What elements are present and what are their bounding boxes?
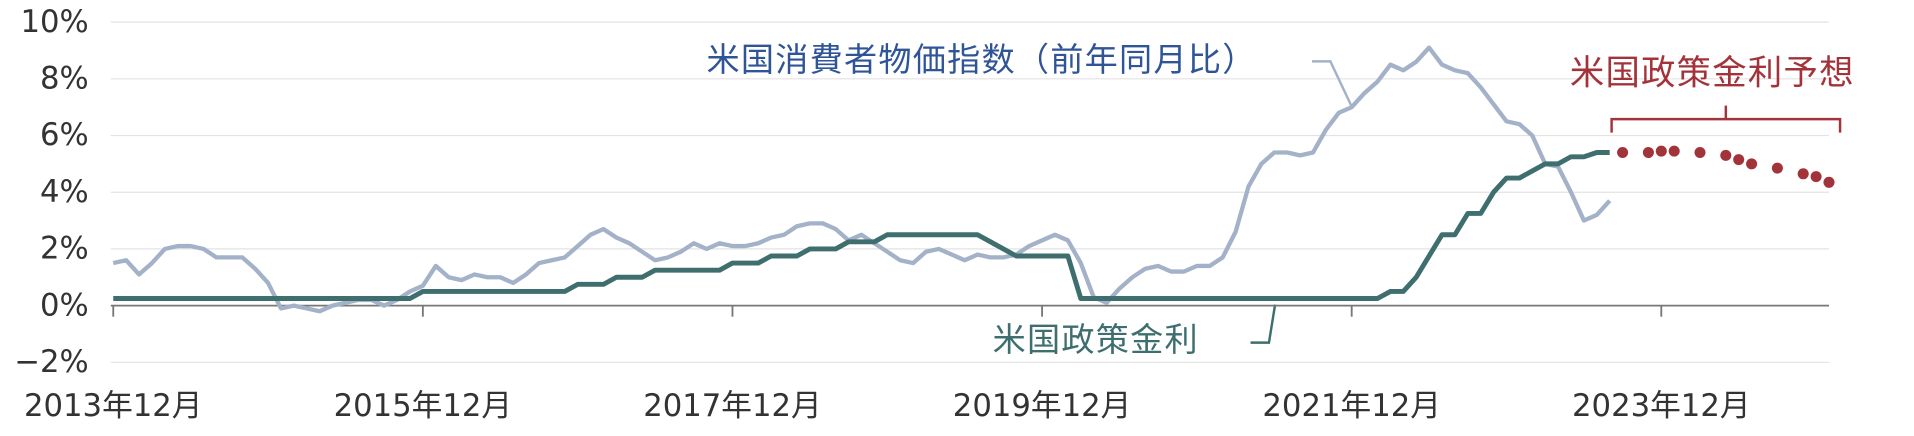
forecast-dot: [1720, 149, 1732, 161]
x-tick-label: 2019年12月: [953, 389, 1132, 424]
forecast-dot: [1771, 162, 1783, 174]
annotation: 米国政策金利: [993, 320, 1199, 359]
x-tick-label: 2017年12月: [643, 389, 822, 424]
y-tick-label: 4%: [40, 175, 89, 210]
series-line: [113, 150, 1610, 301]
series-line: [112, 45, 1612, 314]
annotation: 米国消費者物価指数（前年同月比）: [706, 40, 1256, 79]
y-tick-label: 0%: [40, 288, 89, 323]
y-tick-label: 10%: [20, 5, 88, 40]
y-tick-label: 6%: [40, 118, 89, 153]
y-tick-label: 8%: [40, 62, 89, 97]
forecast-dot: [1797, 168, 1809, 180]
forecast-dot: [1617, 146, 1629, 159]
leader-line: [1250, 304, 1277, 344]
forecast-dot: [1746, 158, 1758, 170]
leader-line: [1311, 60, 1353, 107]
forecast-dot: [1733, 154, 1745, 166]
x-tick-label: 2013年12月: [24, 389, 203, 424]
x-tick-label: 2015年12月: [334, 389, 513, 424]
forecast-dot: [1668, 145, 1680, 157]
annotation: 米国政策金利予想: [1570, 53, 1855, 93]
y-tick-label: −2%: [14, 345, 88, 380]
y-tick-label: 2%: [40, 232, 89, 267]
forecast-dot: [1823, 176, 1835, 188]
x-tick-label: 2021年12月: [1262, 389, 1441, 424]
bracket: [1610, 117, 1842, 133]
forecast-dot: [1655, 145, 1667, 157]
forecast-dot: [1810, 171, 1822, 183]
forecast-dot: [1694, 146, 1706, 159]
x-tick-label: 2023年12月: [1572, 389, 1751, 424]
forecast-dot: [1642, 146, 1654, 159]
